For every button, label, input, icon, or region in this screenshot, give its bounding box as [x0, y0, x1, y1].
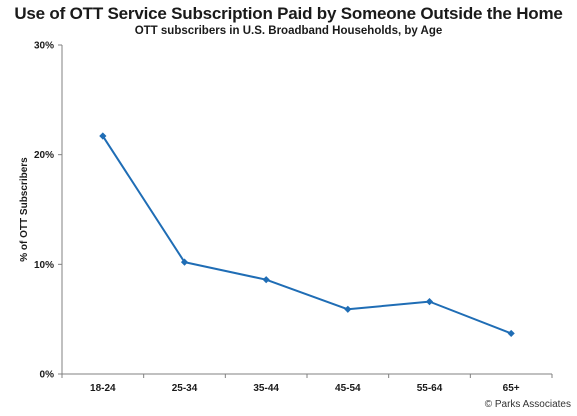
y-tick-label: 20%	[34, 150, 54, 161]
y-tick-label: 10%	[34, 260, 54, 271]
series-line	[101, 135, 512, 335]
x-tick-label: 55-64	[417, 383, 443, 394]
x-tick-label: 45-54	[335, 383, 361, 394]
chart-subtitle: OTT subscribers in U.S. Broadband Househ…	[134, 25, 443, 37]
data-point	[262, 276, 270, 284]
y-tick-label: 30%	[34, 41, 54, 52]
x-tick-label: 35-44	[253, 383, 279, 394]
x-tick-label: 18-24	[90, 383, 116, 394]
data-point	[180, 258, 189, 266]
data-point	[425, 298, 434, 306]
data-point	[507, 329, 515, 338]
y-axis-title: % of OTT Subscribers	[19, 157, 30, 262]
data-point	[344, 305, 352, 313]
y-tick-label: 0%	[40, 370, 55, 381]
x-tick-label: 65+	[503, 383, 520, 394]
data-point	[99, 132, 107, 140]
chart-axes	[61, 45, 552, 375]
series-group	[99, 132, 515, 338]
source-note: © Parks Associates	[484, 399, 571, 410]
x-axis-ticks: 18-24 25-34 35-44 45-54 55-64 65+	[61, 374, 553, 394]
x-tick-label: 25-34	[172, 383, 198, 394]
chart-title: Use of OTT Service Subscription Paid by …	[14, 4, 563, 23]
y-axis-ticks: 0% 10% 20% 30%	[34, 41, 62, 381]
